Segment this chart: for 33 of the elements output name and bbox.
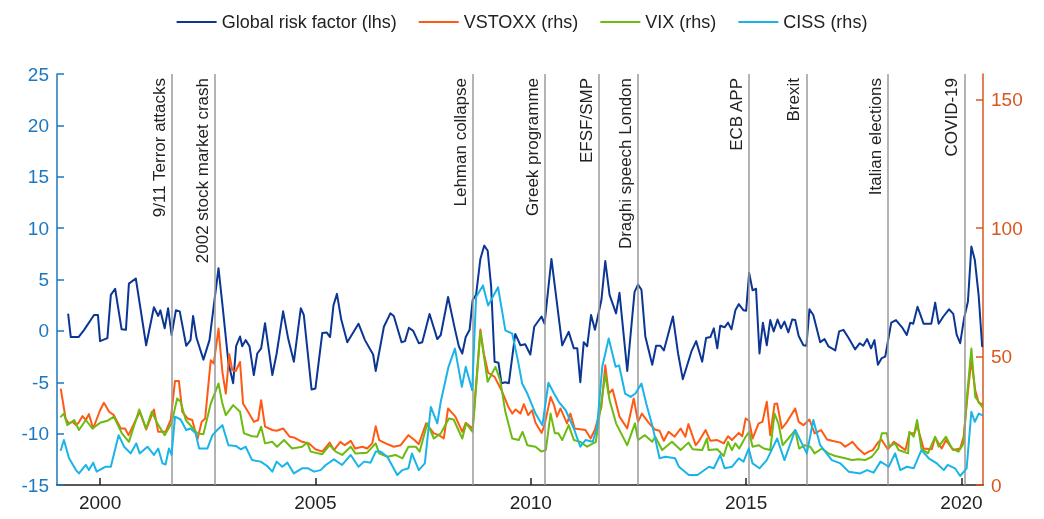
- x-tick-label: 2020: [940, 492, 983, 513]
- y2-tick-label: 50: [991, 346, 1013, 368]
- ref-line-label: EFSF/SMP: [576, 78, 596, 164]
- y-tick-label: -10: [21, 423, 49, 445]
- x-tick-label: 2010: [509, 492, 552, 513]
- y-tick-label: -5: [32, 371, 49, 393]
- legend-label: CISS (rhs): [783, 12, 868, 32]
- x-tick-label: 2015: [724, 492, 768, 513]
- ref-line-label: Italian elections: [866, 78, 886, 196]
- ref-line-label: Lehman collapse: [450, 78, 470, 207]
- y-tick-label: 25: [27, 63, 49, 85]
- ref-line-label: ECB APP: [726, 78, 746, 151]
- y-tick-label: 0: [38, 320, 49, 342]
- ref-line-label: Greek programme: [522, 78, 542, 216]
- x-tick-label: 2000: [78, 492, 122, 513]
- ref-line-label: 9/11 Terror attacks: [150, 78, 169, 218]
- ref-line-label: COVID-19: [942, 78, 962, 157]
- x-tick-label: 2005: [294, 492, 337, 513]
- legend-label: VIX (rhs): [645, 12, 717, 32]
- y-tick-label: 20: [27, 114, 49, 136]
- y2-tick-label: 100: [991, 217, 1023, 239]
- y2-tick-label: 150: [991, 89, 1023, 111]
- legend-label: VSTOXX (rhs): [463, 12, 579, 32]
- legend-label: Global risk factor (lhs): [221, 12, 397, 32]
- y-tick-label: -15: [21, 474, 49, 496]
- y-tick-label: 5: [38, 269, 49, 290]
- y-tick-label: 15: [27, 166, 49, 188]
- y2-tick-label: 0: [991, 474, 1002, 496]
- y-tick-label: 10: [27, 217, 49, 239]
- line-series: [59, 284, 984, 478]
- ref-line-label: Draghi speech London: [615, 78, 635, 250]
- ref-line-label: 2002 stock market crash: [193, 78, 213, 264]
- ref-line-label: Brexit: [784, 77, 804, 122]
